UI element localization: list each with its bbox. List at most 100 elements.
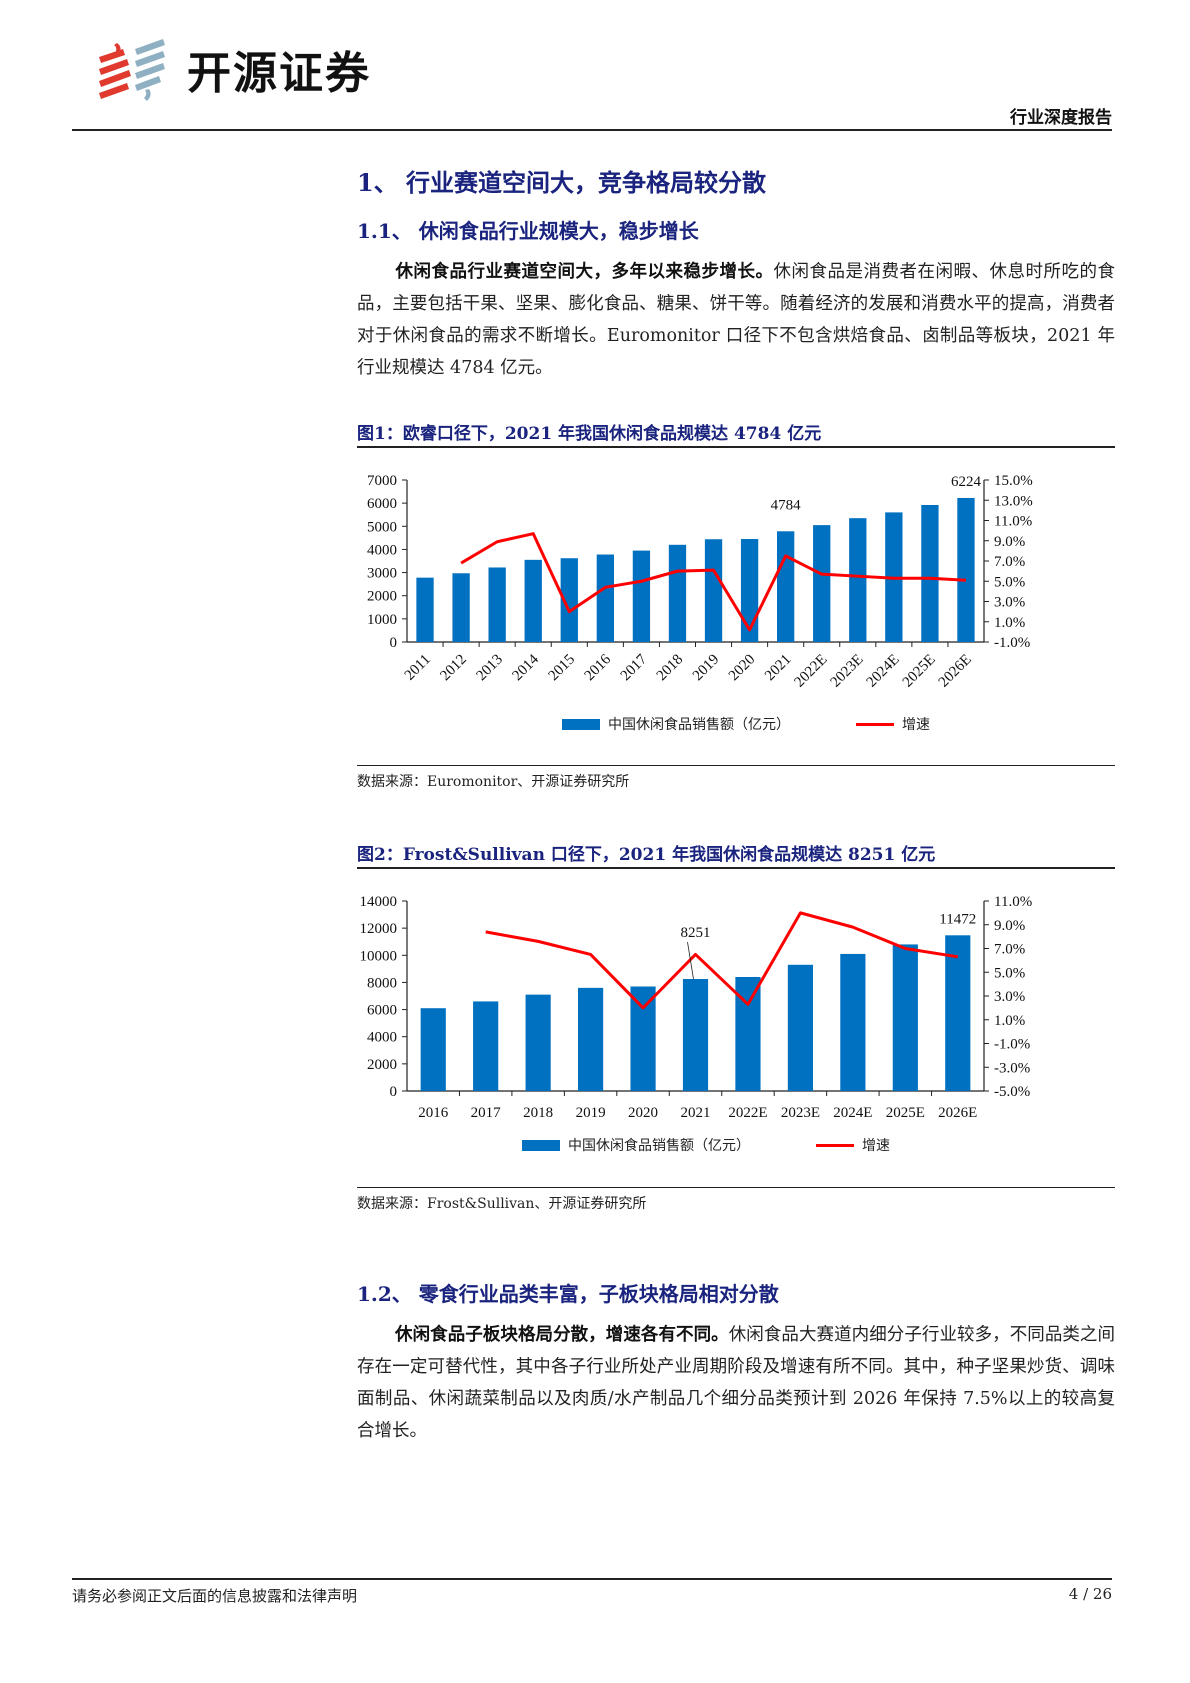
bar bbox=[945, 935, 971, 1091]
figure-2-top-rule bbox=[357, 867, 1115, 869]
bar bbox=[420, 1008, 446, 1091]
left-tick-label: 6000 bbox=[367, 1003, 397, 1019]
bar bbox=[668, 544, 687, 642]
legend-line-label: 增速 bbox=[902, 717, 930, 733]
left-tick-label: 8000 bbox=[367, 975, 397, 991]
x-tick-label: 2026E bbox=[938, 1105, 977, 1121]
left-tick-label: 10000 bbox=[360, 948, 398, 964]
bar bbox=[704, 539, 723, 642]
section-title: 1、 行业赛道空间大，竞争格局较分散 bbox=[357, 168, 767, 197]
paragraph-body: 休闲食品大赛道内细分子行业较多，不同品类之间存在一定可替代性，其中各子行业所处产… bbox=[357, 1325, 1115, 1441]
x-tick-label: 2024E bbox=[864, 652, 903, 691]
right-tick-label: 1.0% bbox=[994, 1013, 1025, 1029]
figure-1-legend: 中国休闲食品销售额（亿元） 增速 bbox=[562, 714, 930, 734]
left-tick-label: 12000 bbox=[360, 921, 398, 937]
subsection-title-1-1: 1.1、 休闲食品行业规模大，稳步增长 bbox=[357, 219, 699, 243]
x-tick-label: 2017 bbox=[471, 1105, 502, 1121]
x-tick-label: 2017 bbox=[618, 651, 651, 684]
right-tick-label: -3.0% bbox=[994, 1060, 1030, 1076]
x-tick-label: 2022E bbox=[792, 652, 831, 691]
legend-bar-label: 中国休闲食品销售额（亿元） bbox=[608, 717, 790, 733]
right-tick-label: -5.0% bbox=[994, 1084, 1030, 1100]
figure-1-plot: 0 1000 2000 3000 4000 5000 6000 7000 -1.0% 1.0% 3.… bbox=[367, 473, 1033, 691]
paragraph-lead: 休闲食品行业赛道空间大，多年以来稳步增长。 bbox=[395, 262, 774, 282]
x-tick-label: 2024E bbox=[833, 1105, 872, 1121]
legend-bar-swatch bbox=[522, 1139, 560, 1151]
left-tick-label: 6000 bbox=[367, 496, 397, 512]
x-tick-label: 2019 bbox=[690, 652, 723, 685]
x-tick-label: 2018 bbox=[523, 1105, 553, 1121]
data-label: 11472 bbox=[939, 911, 976, 927]
figure-1-top-rule bbox=[357, 446, 1115, 448]
bar bbox=[892, 944, 918, 1091]
bar bbox=[787, 964, 813, 1091]
footer-disclaimer: 请务必参阅正文后面的信息披露和法律声明 bbox=[72, 1587, 358, 1605]
right-tick-label: -1.0% bbox=[994, 1037, 1030, 1053]
bar bbox=[524, 559, 542, 642]
legend-bar-swatch bbox=[562, 718, 600, 730]
paragraph-body: 休闲食品是消费者在闲暇、休息时所吃的食品，主要包括干果、坚果、膨化食品、糖果、饼… bbox=[357, 262, 1115, 378]
paragraph-lead: 休闲食品子板块格局分散，增速各有不同。 bbox=[395, 1325, 729, 1345]
x-tick-label: 2026E bbox=[936, 652, 975, 691]
left-tick-label: 4000 bbox=[367, 542, 397, 558]
x-tick-label: 2025E bbox=[900, 652, 939, 691]
subsection-title-1-2: 1.2、 零食行业品类丰富，子板块格局相对分散 bbox=[357, 1282, 779, 1306]
left-tick-label: 4000 bbox=[367, 1030, 397, 1046]
x-tick-label: 2025E bbox=[886, 1105, 925, 1121]
x-tick-label: 2011 bbox=[402, 652, 434, 684]
figure-1-source: 数据来源：Euromonitor、开源证券研究所 bbox=[357, 774, 630, 790]
x-tick-label: 2020 bbox=[628, 1105, 658, 1121]
right-tick-label: 11.0% bbox=[994, 894, 1032, 910]
legend-line-swatch bbox=[816, 1143, 854, 1147]
bar bbox=[473, 1001, 499, 1091]
x-tick-label: 2021 bbox=[762, 652, 795, 685]
bar bbox=[957, 497, 975, 642]
x-tick-label: 2014 bbox=[510, 651, 543, 684]
bar bbox=[632, 550, 651, 642]
bar bbox=[416, 577, 434, 642]
bar bbox=[452, 573, 470, 642]
right-tick-label: 13.0% bbox=[994, 493, 1033, 509]
bar bbox=[682, 979, 709, 1091]
growth-line bbox=[460, 532, 967, 632]
growth-line bbox=[485, 911, 959, 1010]
report-type: 行业深度报告 bbox=[1010, 108, 1112, 128]
paragraph-1-2: 休闲食品子板块格局分散，增速各有不同。休闲食品大赛道内细分子行业较多，不同品类之… bbox=[357, 1319, 1115, 1447]
right-tick-label: 7.0% bbox=[994, 942, 1025, 958]
brand-logo: 开源证券 bbox=[95, 35, 435, 105]
paragraph-1-1: 休闲食品行业赛道空间大，多年以来稳步增长。休闲食品是消费者在闲暇、休息时所吃的食… bbox=[357, 256, 1115, 384]
x-tick-label: 2015 bbox=[546, 652, 579, 685]
bar bbox=[578, 987, 604, 1091]
bar bbox=[596, 554, 614, 642]
x-tick-label: 2023E bbox=[781, 1105, 820, 1121]
x-tick-label: 2020 bbox=[726, 652, 759, 685]
figure-2-legend: 中国休闲食品销售额（亿元） 增速 bbox=[522, 1135, 890, 1155]
right-tick-label: 15.0% bbox=[994, 473, 1033, 489]
left-tick-label: 5000 bbox=[367, 519, 397, 535]
x-tick-label: 2016 bbox=[582, 651, 615, 684]
left-tick-label: 3000 bbox=[367, 566, 397, 582]
left-tick-label: 0 bbox=[390, 635, 398, 651]
x-tick-label: 2018 bbox=[654, 652, 687, 685]
figure-1-chart: 0 1000 2000 3000 4000 5000 6000 7000 -1.0% 1.0% 3.… bbox=[357, 460, 1115, 760]
right-tick-label: 3.0% bbox=[994, 989, 1025, 1005]
right-tick-label: 5.0% bbox=[994, 965, 1025, 981]
legend-line-label: 增速 bbox=[862, 1138, 890, 1154]
bar bbox=[488, 567, 506, 642]
figure-1-bottom-rule bbox=[357, 765, 1115, 766]
figure-2-bottom-rule bbox=[357, 1187, 1115, 1188]
left-tick-label: 2000 bbox=[367, 1057, 397, 1073]
data-label: 4784 bbox=[771, 497, 802, 513]
bar bbox=[840, 953, 866, 1091]
x-tick-label: 2021 bbox=[681, 1105, 711, 1121]
legend-line-swatch bbox=[856, 722, 894, 726]
right-tick-label: 9.0% bbox=[994, 918, 1025, 934]
right-tick-label: 5.0% bbox=[994, 574, 1025, 590]
right-tick-label: 1.0% bbox=[994, 615, 1025, 631]
brand-name: 开源证券 bbox=[187, 48, 371, 99]
x-tick-label: 2012 bbox=[437, 652, 470, 685]
bar bbox=[740, 539, 759, 642]
right-tick-label: 3.0% bbox=[994, 595, 1025, 611]
x-tick-label: 2023E bbox=[828, 652, 867, 691]
data-label: 6224 bbox=[951, 474, 982, 490]
